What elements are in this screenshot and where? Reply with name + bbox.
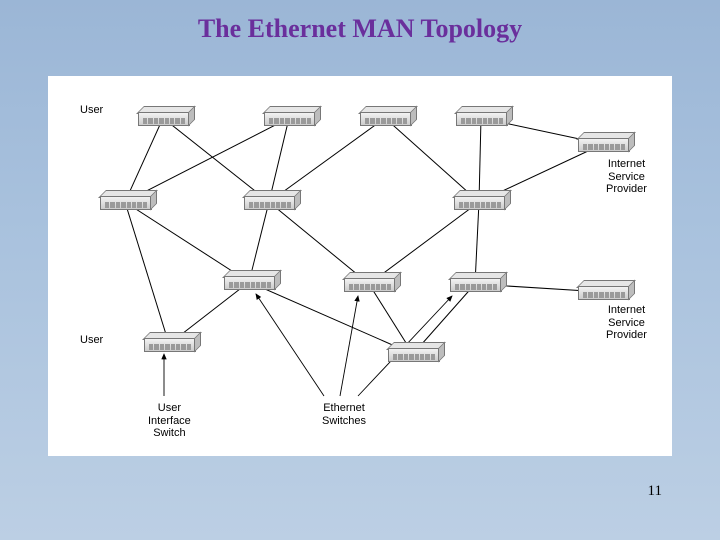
callout-arrow bbox=[256, 294, 324, 396]
switch-icon bbox=[344, 276, 394, 290]
diagram-label: User bbox=[80, 334, 103, 347]
switch-icon bbox=[578, 136, 628, 150]
page-title: The Ethernet MAN Topology bbox=[0, 14, 720, 44]
switch-icon bbox=[144, 336, 194, 350]
network-diagram: User User Internet Service Provider Interne… bbox=[48, 76, 672, 456]
switch-icon bbox=[138, 110, 188, 124]
switch-icon bbox=[450, 276, 500, 290]
switch-icon bbox=[224, 274, 274, 288]
edge bbox=[249, 282, 413, 354]
slide: The Ethernet MAN Topology User User Intern… bbox=[0, 0, 720, 540]
switch-icon bbox=[578, 284, 628, 298]
diagram-label: User bbox=[80, 104, 103, 117]
callout-arrow bbox=[340, 296, 358, 396]
switch-icon bbox=[454, 194, 504, 208]
switch-icon bbox=[244, 194, 294, 208]
page-number: 11 bbox=[648, 483, 662, 500]
diagram-label: Internet Service Provider bbox=[606, 304, 647, 342]
switch-icon bbox=[360, 110, 410, 124]
diagram-label: Ethernet Switches bbox=[322, 402, 366, 427]
diagram-label: Internet Service Provider bbox=[606, 158, 647, 196]
switch-icon bbox=[264, 110, 314, 124]
switch-icon bbox=[456, 110, 506, 124]
switch-icon bbox=[100, 194, 150, 208]
edge bbox=[125, 202, 169, 344]
switch-icon bbox=[388, 346, 438, 360]
diagram-label: User Interface Switch bbox=[148, 402, 191, 440]
edges-layer bbox=[48, 76, 672, 456]
